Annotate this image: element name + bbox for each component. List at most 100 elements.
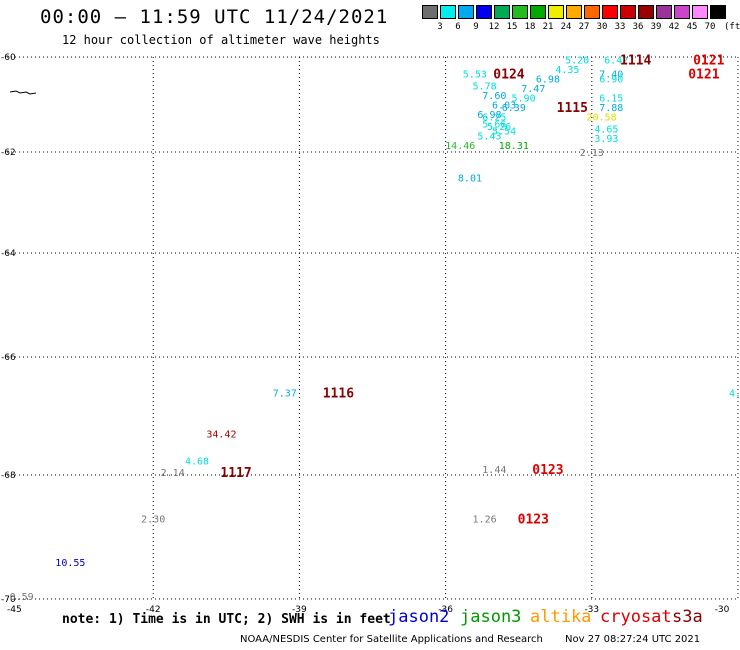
- x-tick-label: -45: [7, 605, 22, 615]
- page-title: 00:00 – 11:59 UTC 11/24/2021: [40, 6, 389, 28]
- legend-swatch: [620, 5, 636, 19]
- legend-swatch: [692, 5, 708, 19]
- wave-height-value: 3.93: [594, 134, 618, 145]
- wave-height-value: 5.20: [565, 55, 589, 66]
- legend-tick: 3: [437, 22, 443, 32]
- legend-swatch: [476, 5, 492, 19]
- legend-swatch: [656, 5, 672, 19]
- wave-height-value: 10.55: [55, 558, 85, 569]
- wave-height-value: 6.98: [477, 110, 501, 121]
- legend-swatch: [638, 5, 654, 19]
- pass-time-label: 0123: [518, 512, 549, 527]
- wave-height-value: 0.59: [10, 592, 34, 603]
- wave-height-value: 7.60: [482, 91, 506, 102]
- wave-height-value: 2.13: [580, 148, 604, 159]
- satellite-cryosat: cryosat: [600, 607, 672, 627]
- y-tick-label: -66: [1, 353, 16, 363]
- wave-height-value: 2.30: [141, 514, 165, 525]
- pass-time-label: 1117: [220, 466, 251, 481]
- wave-height-value: 5.26: [487, 122, 511, 133]
- wave-height-value: 7.37: [273, 388, 297, 399]
- wave-height-value: 6.15: [599, 93, 623, 104]
- wave-height-value: 7.40: [599, 70, 623, 81]
- legend-swatch: [530, 5, 546, 19]
- wave-height-value: 5.90: [512, 93, 536, 104]
- pass-time-label: 1114: [620, 53, 651, 68]
- pass-time-label: 0121: [688, 68, 719, 83]
- coastline: [9, 90, 37, 95]
- page-subtitle: 12 hour collection of altimeter wave hei…: [62, 33, 380, 47]
- wave-height-labels: 5.20 6.42 4.35 5.53 6.98 7.406.90 5.78 7.47 7.60…: [10, 55, 740, 603]
- legend-unit: (ft): [724, 22, 740, 32]
- legend-swatch: [566, 5, 582, 19]
- legend-swatch: [458, 5, 474, 19]
- legend-tick: 36: [632, 22, 644, 32]
- wave-height-value: 5.53: [463, 70, 487, 81]
- footnote: note: 1) Time is in UTC; 2) SWH is in fe…: [62, 612, 391, 627]
- wave-height-value: 14.46: [445, 141, 475, 152]
- legend-tick: 30: [596, 22, 608, 32]
- wave-height-value: 4.0: [729, 388, 740, 399]
- legend-swatch: [494, 5, 510, 19]
- legend-tick: 6: [455, 22, 461, 32]
- y-tick-label: -60: [1, 53, 16, 63]
- y-tick-label: -70: [1, 595, 16, 605]
- pass-time-label: 0124: [493, 68, 524, 83]
- wave-height-value: 1.44: [482, 465, 506, 476]
- pass-time-labels: 1114 0121 0124 0121 1115 1116 1117 0123 0123: [220, 53, 724, 527]
- wave-height-value: 4.65: [594, 124, 618, 135]
- x-tick-label: -33: [584, 605, 599, 615]
- y-tick-label: -64: [1, 249, 16, 259]
- wave-height-value: 18.31: [499, 141, 529, 152]
- wave-height-value: 6.90: [599, 74, 623, 85]
- wave-height-value: 7.47: [521, 84, 545, 95]
- y-tick-label: -68: [1, 471, 16, 481]
- legend-swatch: [584, 5, 600, 19]
- legend-swatch: [710, 5, 726, 19]
- wave-height-value: 6.39: [502, 103, 526, 114]
- x-tick-label: -39: [292, 605, 307, 615]
- pass-time-label: 0121: [693, 53, 724, 68]
- wave-height-value: 5.78: [473, 82, 497, 93]
- satellite-s3a: s3a: [672, 607, 703, 627]
- wave-height-value: 2.14: [161, 468, 185, 479]
- x-tick-label: -30: [715, 605, 730, 615]
- pass-time-label: 1115: [557, 101, 588, 116]
- generated-timestamp: Nov 27 08:27:24 UTC 2021: [565, 634, 701, 645]
- wave-height-value: 7.88: [599, 103, 623, 114]
- legend-swatch: [422, 5, 438, 19]
- wave-height-value: 6.03: [492, 101, 516, 112]
- wave-height-value: 5.66: [482, 120, 506, 131]
- wave-height-value: 20.58: [586, 112, 616, 123]
- legend-tick: 33: [614, 22, 626, 32]
- legend-tick: 21: [542, 22, 554, 32]
- plot-grid: [7, 56, 739, 600]
- legend-tick: 70: [704, 22, 716, 32]
- credit-line: NOAA/NESDIS Center for Satellite Applica…: [240, 634, 543, 645]
- legend-tick: 15: [506, 22, 518, 32]
- legend-tick: 27: [578, 22, 590, 32]
- y-tick-label: -62: [1, 148, 16, 158]
- satellite-altika: altika: [530, 607, 592, 627]
- wave-height-value: 5.43: [477, 131, 501, 142]
- legend-tick: 24: [560, 22, 572, 32]
- wave-height-value: 5.54: [492, 127, 516, 138]
- legend-swatch: [512, 5, 528, 19]
- wave-height-value: 6.42: [604, 55, 628, 66]
- legend-tick: 18: [524, 22, 536, 32]
- legend-swatch: [548, 5, 564, 19]
- legend-tick: 12: [488, 22, 500, 32]
- legend-swatch: [440, 5, 456, 19]
- axis-tick-labels: -60 -62 -64 -66 -68 -70-45 -42 -39 -36 -33 -30: [1, 53, 730, 615]
- wave-height-value: 34.42: [206, 430, 236, 441]
- pass-time-label: 0123: [532, 463, 563, 478]
- legend-tick: 45: [686, 22, 698, 32]
- wave-height-value: 4.35: [555, 65, 579, 76]
- legend-swatch: [602, 5, 618, 19]
- pass-time-label: 1116: [323, 386, 354, 401]
- wave-height-value: 8.01: [458, 173, 482, 184]
- wave-height-value: 6.25: [482, 112, 506, 123]
- legend-tick: 9: [473, 22, 479, 32]
- x-tick-label: -36: [438, 605, 453, 615]
